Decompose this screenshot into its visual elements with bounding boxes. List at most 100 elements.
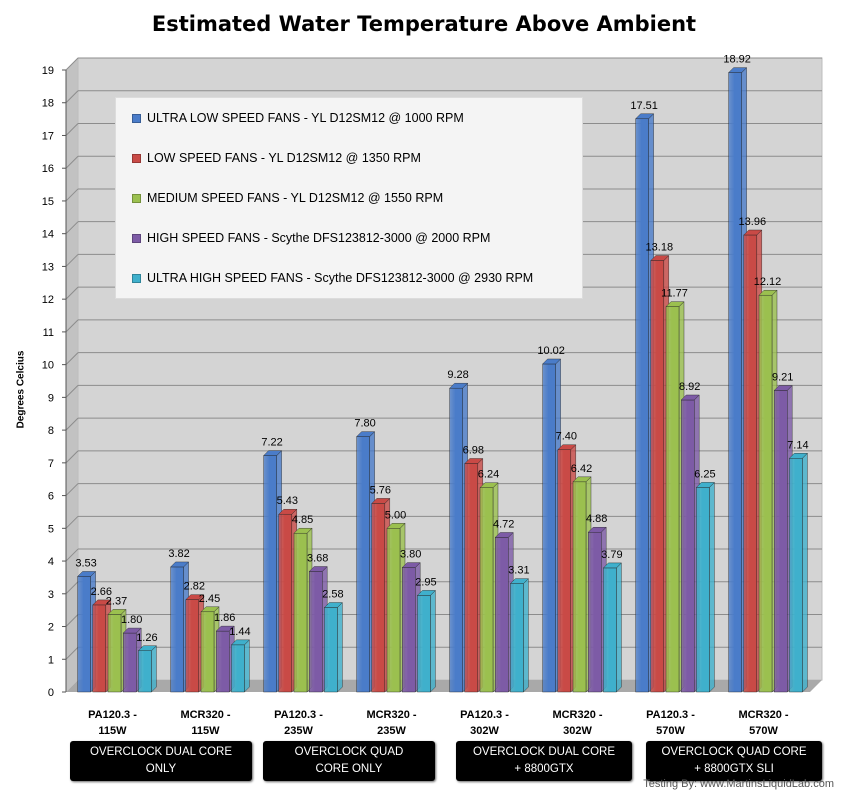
data-label: 18.92: [723, 54, 751, 66]
bar: [323, 602, 343, 693]
x-tick-label: MCR320 -: [180, 709, 230, 721]
group-label-line: OVERCLOCK DUAL CORE: [472, 746, 616, 758]
y-tick-label: 13: [42, 261, 54, 273]
bar-front: [495, 537, 509, 693]
data-label: 7.22: [261, 437, 282, 449]
bar-front: [650, 260, 664, 693]
data-label: 7.14: [787, 439, 808, 451]
y-tick-label: 19: [42, 65, 54, 77]
gridline: [65, 515, 79, 529]
x-axis-ticks: PA120.3 - 115W MCR320 - 115W PA120.3 - 235W MC…: [88, 709, 789, 737]
bar-top: [137, 645, 157, 651]
data-label: 9.21: [772, 371, 793, 383]
group-label-line: OVERCLOCK QUAD: [294, 746, 404, 758]
bar-side: [151, 645, 157, 693]
bar-top: [308, 566, 328, 572]
floor: [66, 680, 822, 692]
group-label-dual-core-8800gtx: OVERCLOCK DUAL CORE + 8800GTX: [456, 741, 632, 781]
bar-top: [185, 594, 205, 600]
data-label: 4.88: [586, 513, 607, 525]
legend-swatch: [132, 233, 141, 243]
bar-top: [695, 482, 715, 488]
data-label: 6.25: [694, 468, 715, 480]
bar-front: [231, 644, 245, 693]
data-label: 3.31: [508, 565, 529, 577]
y-tick-label: 4: [48, 556, 54, 568]
bar-top: [77, 571, 97, 577]
gridline: [65, 155, 79, 169]
bar-front: [324, 607, 338, 693]
data-labels: 3.53 2.662.37 1.80 1.26 3.82 2.822.45 1.86 1.44…: [75, 54, 808, 644]
bar-top: [650, 255, 670, 261]
bar-top: [107, 609, 127, 615]
x-tick-label: PA120.3 -: [460, 709, 509, 721]
gridline: [65, 188, 79, 202]
bar-top: [635, 113, 655, 119]
y-tick-label: 16: [42, 163, 54, 175]
bar-front: [107, 614, 122, 693]
x-tick-label: 302W: [563, 725, 592, 737]
legend-label: MEDIUM SPEED FANS - YL D12SM12 @ 1550 RP…: [147, 191, 444, 205]
bar-front: [557, 449, 571, 693]
bar-top: [587, 527, 607, 533]
bar-front: [122, 632, 137, 693]
bar-top: [293, 528, 313, 534]
data-label: 3.82: [168, 548, 189, 560]
gridline: [65, 90, 79, 104]
bar-front: [603, 567, 617, 693]
bar-side: [337, 602, 343, 693]
data-label: 6.42: [571, 463, 592, 475]
y-tick-label: 8: [48, 425, 54, 437]
bar-front: [263, 455, 277, 693]
bar: [788, 452, 808, 693]
data-label: 2.45: [199, 593, 220, 605]
bar-top: [200, 606, 220, 612]
bar-top: [728, 67, 748, 73]
bar-front: [170, 566, 184, 693]
bar-top: [122, 627, 142, 634]
group-label-line: ONLY: [145, 763, 177, 775]
data-label: 4.72: [493, 518, 514, 530]
bar-top: [665, 301, 685, 307]
legend-label: ULTRA LOW SPEED FANS - YL D12SM12 @ 1000…: [147, 111, 464, 125]
bar-top: [230, 639, 250, 646]
data-label: 2.95: [415, 576, 436, 588]
bar-front: [417, 595, 431, 693]
bar-top: [743, 229, 763, 236]
bar-top: [449, 383, 469, 389]
y-tick-label: 9: [48, 392, 54, 404]
bar-front: [681, 399, 695, 693]
data-label: 2.82: [184, 581, 205, 593]
gridline: [65, 385, 79, 398]
gridline: [65, 57, 79, 71]
bar-top: [263, 450, 283, 456]
data-label: 1.86: [214, 612, 235, 624]
bar-front: [356, 436, 370, 693]
bar-front: [464, 463, 478, 693]
y-tick-label: 2: [48, 622, 54, 634]
legend-label: HIGH SPEED FANS - Scythe DFS123812-3000 …: [147, 231, 491, 245]
x-tick-label: 235W: [284, 725, 313, 737]
bar-top: [92, 599, 112, 606]
data-label: 2.58: [322, 589, 343, 601]
data-label: 1.80: [121, 614, 142, 626]
bar-front: [758, 295, 773, 693]
x-tick-label: MCR320 -: [552, 709, 602, 721]
bar-front: [77, 576, 91, 693]
bar-front: [92, 604, 107, 693]
data-label: 6.98: [463, 444, 484, 456]
bar-front: [386, 528, 401, 693]
gridline: [65, 286, 79, 300]
group-label-line: OVERCLOCK DUAL CORE: [89, 746, 233, 758]
legend-swatch: [132, 273, 141, 283]
bar: [695, 481, 715, 693]
bar-side: [244, 639, 250, 693]
bar-front: [293, 533, 308, 693]
bar-front: [138, 650, 152, 693]
data-label: 1.44: [229, 626, 250, 638]
bar: [137, 645, 157, 693]
x-tick-label: 115W: [98, 725, 127, 737]
legend-item-medium: MEDIUM SPEED FANS - YL D12SM12 @ 1550 RP…: [132, 188, 443, 208]
